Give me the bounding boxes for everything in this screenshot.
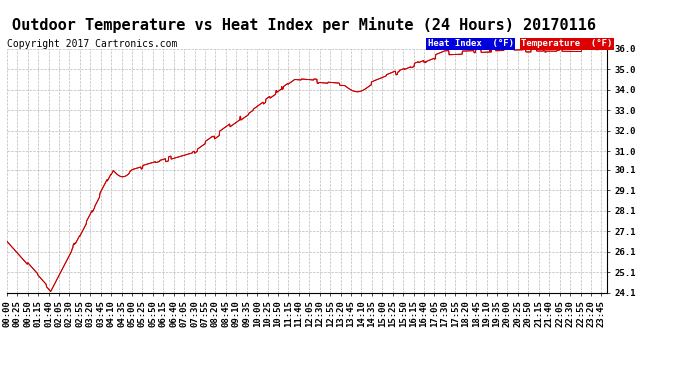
Text: Heat Index  (°F): Heat Index (°F) [428, 39, 514, 48]
Text: Temperature  (°F): Temperature (°F) [521, 39, 612, 48]
Text: Outdoor Temperature vs Heat Index per Minute (24 Hours) 20170116: Outdoor Temperature vs Heat Index per Mi… [12, 17, 595, 33]
Text: Copyright 2017 Cartronics.com: Copyright 2017 Cartronics.com [7, 39, 177, 50]
